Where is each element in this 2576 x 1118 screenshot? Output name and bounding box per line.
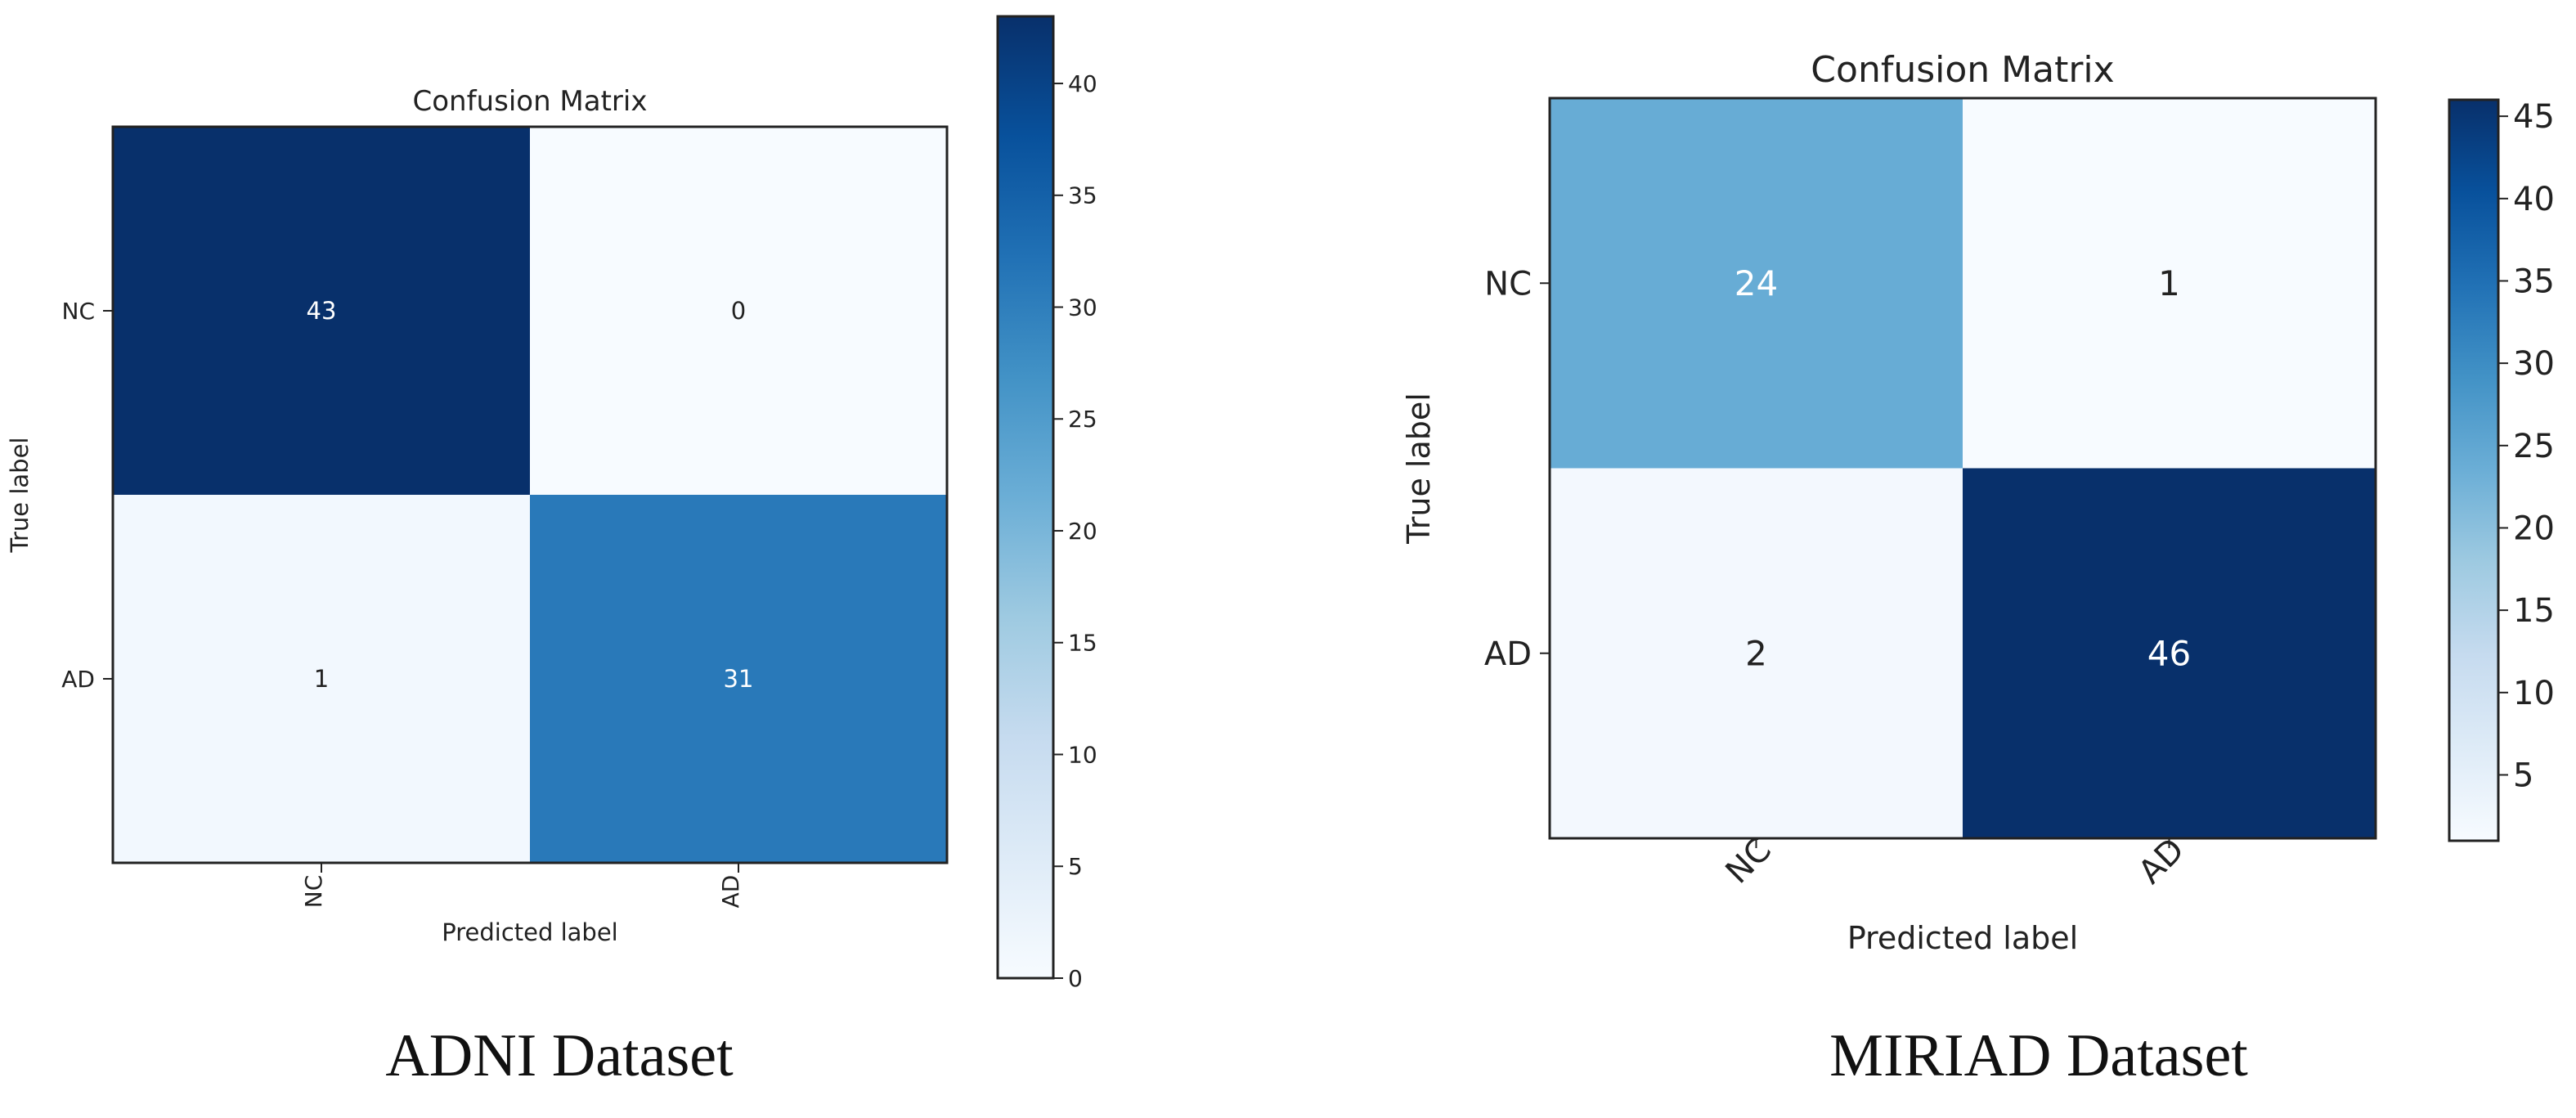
matrix-cell — [530, 127, 947, 495]
colorbar-tick-label: 25 — [2513, 428, 2555, 465]
confusion-matrix-panel-1: Confusion Matrix 43 0 1 31 NC AD NC AD Predicted … — [6, 15, 1097, 1089]
colorbar-tick-label: 40 — [1068, 70, 1097, 97]
x-tick-label: AD — [717, 875, 744, 909]
matrix-cell — [1550, 468, 1963, 838]
cell-value-label: 43 — [307, 297, 337, 325]
plot-frame — [1548, 97, 2377, 840]
colorbar-tick-label: 15 — [1068, 630, 1097, 657]
colorbar-tick-label: 5 — [2513, 757, 2533, 794]
colorbar-tick-label: 0 — [1068, 965, 1083, 992]
x-axis-label: Predicted label — [442, 918, 618, 946]
y-axis-label: True label — [6, 438, 34, 554]
matrix-cell — [113, 495, 530, 863]
y-tick-label: AD — [1484, 635, 1532, 673]
dataset-caption: ADNI Dataset — [385, 1022, 734, 1089]
colorbar-tick-label: 15 — [2513, 592, 2555, 630]
colorbar-tick-label: 20 — [2513, 510, 2555, 547]
chart-title: Confusion Matrix — [1811, 49, 2114, 91]
colorbar-tick-label: 30 — [2513, 345, 2555, 383]
matrix-cell — [113, 127, 530, 495]
colorbar — [2448, 98, 2500, 842]
cell-value-label: 1 — [2158, 263, 2180, 303]
colorbar-tick-label: 25 — [1068, 406, 1097, 433]
matrix-cell — [1963, 468, 2376, 838]
x-tick-label: AD — [2131, 831, 2192, 891]
colorbar-tick-label: 10 — [1068, 741, 1097, 768]
matrix-cell — [1963, 98, 2376, 469]
cell-value-label: 24 — [1735, 263, 1778, 303]
colorbar-tick-label: 45 — [2513, 98, 2555, 136]
cell-value-label: 1 — [314, 665, 329, 693]
x-axis-label: Predicted label — [1847, 920, 2078, 956]
colorbar-tick-label: 20 — [1068, 518, 1097, 545]
matrix-cell — [530, 495, 947, 863]
colorbar-tick-label: 10 — [2513, 675, 2555, 712]
colorbar — [996, 15, 1055, 980]
y-tick-label: AD — [61, 666, 95, 693]
colorbar-tick-label: 30 — [1068, 294, 1097, 321]
colorbar-tick-label: 5 — [1068, 853, 1083, 880]
cell-value-label: 46 — [2147, 633, 2191, 673]
chart-title: Confusion Matrix — [413, 85, 648, 118]
colorbar-tick-label: 35 — [2513, 263, 2555, 300]
matrix-cell — [1550, 98, 1963, 469]
cell-value-label: 31 — [724, 665, 754, 693]
y-tick-label: NC — [62, 298, 96, 325]
dataset-caption: MIRIAD Dataset — [1829, 1022, 2248, 1089]
x-tick-label: NC — [1719, 831, 1779, 891]
plot-frame — [111, 125, 949, 864]
y-axis-label: True label — [1401, 393, 1437, 545]
cell-value-label: 2 — [1745, 633, 1767, 673]
colorbar-tick-label: 40 — [2513, 181, 2555, 218]
cell-value-label: 0 — [731, 297, 746, 325]
y-tick-label: NC — [1484, 265, 1532, 303]
colorbar-tick-label: 35 — [1068, 182, 1097, 209]
confusion-matrix-panel-2: Confusion Matrix 24 1 2 46 NC AD NC AD Predicted … — [1401, 49, 2555, 1089]
x-tick-label: NC — [300, 875, 327, 909]
